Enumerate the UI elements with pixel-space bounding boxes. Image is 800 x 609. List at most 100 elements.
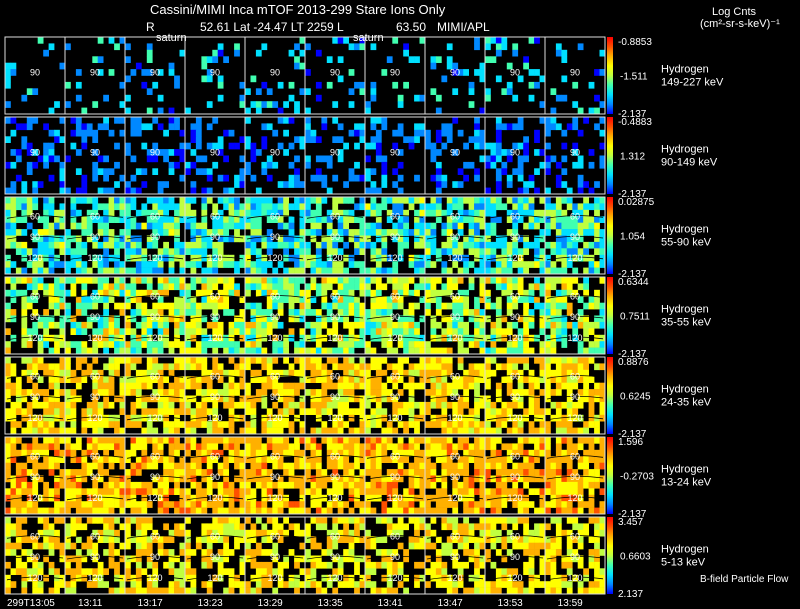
flux-pixel xyxy=(305,216,311,223)
flux-pixel xyxy=(315,376,322,383)
flux-pixel xyxy=(321,261,328,268)
flux-pixel xyxy=(10,488,17,495)
flux-pixel xyxy=(430,382,437,390)
flux-pixel xyxy=(48,302,55,310)
flux-pixel xyxy=(485,488,491,495)
flux-pixel xyxy=(261,267,268,275)
flux-pixel xyxy=(103,315,109,323)
flux-pixel xyxy=(425,277,431,284)
flux-pixel xyxy=(419,462,426,470)
flux-pixel xyxy=(392,328,399,335)
flux-pixel xyxy=(174,149,180,156)
flux-pixel xyxy=(59,289,66,297)
flux-pixel xyxy=(54,369,60,377)
flux-pixel xyxy=(523,142,529,150)
flux-pixel xyxy=(435,197,442,204)
flux-pixel xyxy=(294,507,300,515)
flux-pixel xyxy=(81,376,88,383)
flux-pixel xyxy=(125,328,131,335)
flux-pixel xyxy=(37,401,44,409)
flux-pixel xyxy=(359,136,366,143)
flux-pixel xyxy=(517,277,524,284)
flux-pixel xyxy=(157,69,164,76)
flux-pixel xyxy=(495,328,502,335)
flux-pixel xyxy=(146,347,153,355)
flux-pixel xyxy=(228,456,235,463)
flux-pixel xyxy=(566,488,573,495)
flux-pixel xyxy=(163,248,169,255)
pitch-angle-contour xyxy=(546,496,604,501)
flux-pixel xyxy=(397,408,404,415)
flux-pixel xyxy=(266,235,273,243)
flux-pixel xyxy=(512,235,519,243)
flux-pixel xyxy=(594,181,600,188)
flux-pixel xyxy=(130,488,137,495)
flux-pixel xyxy=(179,261,186,268)
flux-pixel xyxy=(70,494,77,502)
flux-pixel xyxy=(348,289,355,297)
flux-pixel xyxy=(266,475,273,483)
flux-pixel xyxy=(277,437,284,444)
flux-pixel xyxy=(70,261,77,268)
flux-pixel xyxy=(528,283,535,291)
flux-pixel xyxy=(239,136,246,143)
flux-pixel xyxy=(125,488,131,495)
flux-pixel xyxy=(539,507,546,515)
flux-pixel xyxy=(277,501,284,508)
flux-pixel xyxy=(48,334,55,342)
flux-pixel xyxy=(501,289,508,297)
flux-pixel xyxy=(272,216,279,223)
flux-pixel xyxy=(495,235,502,243)
flux-pixel xyxy=(310,443,317,451)
flux-pixel xyxy=(310,261,317,268)
flux-pixel xyxy=(239,101,246,108)
flux-pixel xyxy=(588,347,595,355)
flux-pixel xyxy=(430,395,437,403)
pitch-angle-label: 120 xyxy=(327,413,342,423)
flux-pixel xyxy=(365,427,371,435)
flux-pixel xyxy=(223,302,229,310)
flux-pixel xyxy=(48,174,55,182)
flux-pixel xyxy=(550,347,557,355)
flux-pixel xyxy=(81,408,88,415)
flux-pixel xyxy=(545,203,551,211)
flux-pixel xyxy=(234,203,240,211)
flux-pixel xyxy=(59,174,66,182)
flux-pixel xyxy=(21,136,28,143)
flux-pixel xyxy=(523,315,529,323)
flux-pixel xyxy=(217,363,224,371)
flux-pixel xyxy=(474,321,480,329)
flux-pixel xyxy=(234,382,240,390)
flux-pixel xyxy=(414,507,420,515)
flux-pixel xyxy=(321,216,328,223)
flux-pixel xyxy=(561,49,568,57)
flux-pixel xyxy=(130,357,137,364)
flux-pixel xyxy=(261,421,268,428)
flux-pixel xyxy=(414,475,420,483)
flux-pixel xyxy=(152,155,159,163)
flux-pixel xyxy=(130,494,137,502)
flux-pixel xyxy=(157,267,164,275)
flux-pixel xyxy=(103,449,109,457)
flux-pixel xyxy=(348,296,355,303)
flux-pixel xyxy=(152,488,159,495)
flux-pixel xyxy=(130,437,137,444)
flux-pixel xyxy=(15,174,22,182)
pitch-angle-contour xyxy=(426,455,484,459)
flux-pixel xyxy=(92,203,99,211)
flux-pixel xyxy=(185,261,191,268)
pitch-angle-contour xyxy=(306,336,364,341)
flux-pixel xyxy=(190,408,197,415)
flux-pixel xyxy=(65,267,71,275)
flux-pixel xyxy=(370,229,377,236)
flux-pixel xyxy=(277,481,284,489)
flux-pixel xyxy=(206,501,213,508)
flux-pixel xyxy=(430,277,437,284)
flux-pixel xyxy=(70,321,77,329)
flux-pixel xyxy=(397,277,404,284)
flux-pixel xyxy=(26,469,33,476)
flux-pixel xyxy=(201,75,208,83)
flux-pixel xyxy=(539,216,546,223)
flux-pixel xyxy=(561,369,568,377)
pitch-angle-contour xyxy=(486,215,544,219)
